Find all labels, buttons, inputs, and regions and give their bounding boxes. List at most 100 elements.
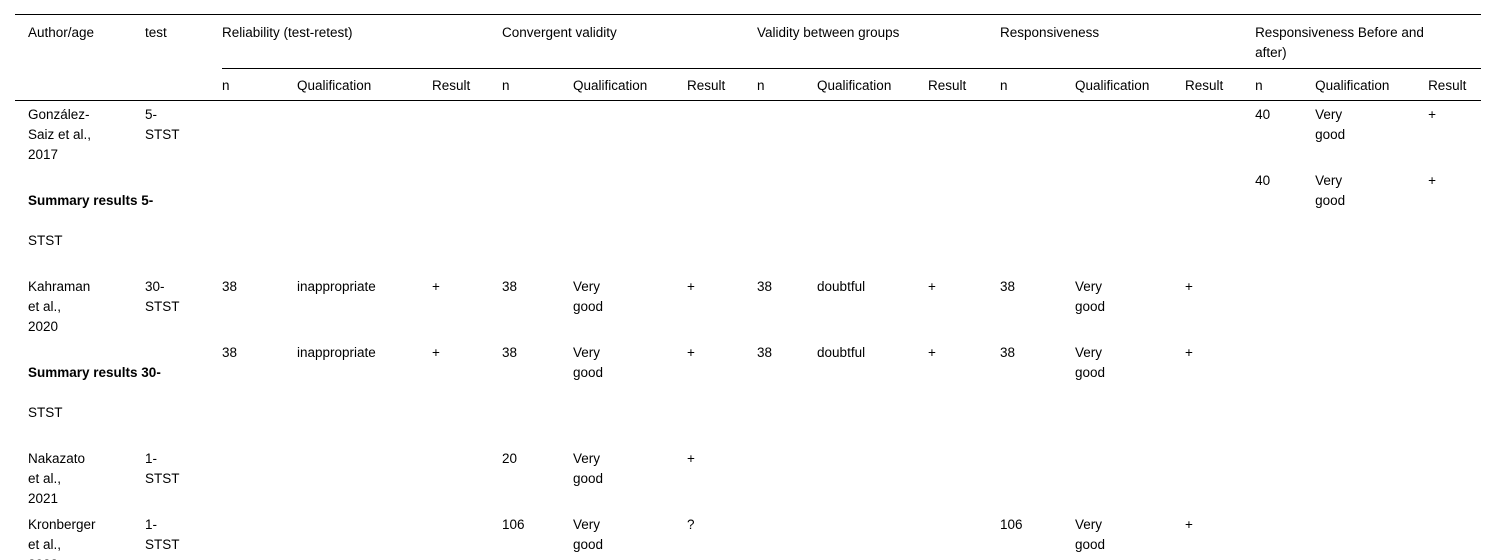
cell-convergent-qualification [573,167,687,273]
cell-before-after-result: + [1428,107,1436,122]
cell-between-groups-result [928,511,1000,560]
cell-reliability-result [432,445,502,511]
cell-convergent-n: 20 [502,451,518,466]
cell-test: 5- STST [145,107,180,142]
table-row-gonzalez-saiz: González- Saiz et al., 2017 5- STST 40 V… [15,101,1481,168]
cell-before-after-result [1428,339,1481,445]
cell-responsiveness-n: 106 [1000,517,1023,532]
cell-reliability-result [432,101,502,168]
cell-reliability-n [222,445,297,511]
cell-before-after-n [1255,339,1315,445]
cell-convergent-n: 38 [502,345,518,360]
cell-reliability-n [222,511,297,560]
subheader-between-groups-qualification: Qualification [817,68,929,101]
cell-author: Kahraman et al., 2020 [28,279,91,334]
subheader-row: n Qualification Result n Qualification R… [15,68,1482,101]
cell-before-after-qualification [1315,445,1428,511]
cell-convergent-result: + [687,345,695,360]
cell-convergent-n: 106 [502,517,525,532]
group-header-convergent-validity: Convergent validity [502,14,758,69]
cell-between-groups-qualification [817,167,928,273]
subheader-convergent-qualification: Qualification [573,68,687,101]
cell-between-groups-n [757,167,817,273]
cell-before-after-n: 40 [1255,107,1271,122]
cell-responsiveness-n: 38 [1000,345,1016,360]
cell-between-groups-n [757,511,817,560]
cell-convergent-result: ? [687,517,695,532]
cell-between-groups-n [757,445,817,511]
cell-before-after-qualification [1315,339,1428,445]
summary-label-rest: STST [28,405,63,420]
cell-reliability-qualification [297,101,432,168]
cell-responsiveness-qualification: Very good [1075,517,1106,552]
cell-convergent-result [687,167,757,273]
subheader-before-after-qualification: Qualification [1315,68,1429,101]
cell-reliability-result [432,167,502,273]
subheader-responsiveness-n: n [1000,68,1076,101]
cell-between-groups-result [928,445,1000,511]
cell-between-groups-result: + [928,345,936,360]
subheader-between-groups-result: Result [928,68,1001,101]
cell-before-after-qualification: Very good [1315,173,1346,208]
summary-label-bold: Summary results 30- [28,365,161,380]
cell-reliability-qualification [297,511,432,560]
cell-between-groups-n: 38 [757,345,773,360]
cell-summary-label: Summary results 30- STST [15,339,222,445]
cell-reliability-result [432,511,502,560]
cell-responsiveness-result [1185,445,1255,511]
cell-responsiveness-n: 38 [1000,279,1016,294]
cell-convergent-n [502,101,573,168]
table-row-kronberger: Kronberger et al., 2023 1- STST 106 Very… [15,511,1481,560]
cell-before-after-n [1255,273,1315,339]
cell-convergent-n: 38 [502,279,518,294]
cell-responsiveness-qualification [1075,101,1185,168]
cell-author: Kronberger et al., 2023 [28,517,96,560]
cell-convergent-result: + [687,279,695,294]
cell-between-groups-qualification [817,101,928,168]
subheader-between-groups-n: n [757,68,818,101]
subheader-before-after-n: n [1255,68,1316,101]
cell-convergent-n [502,167,573,273]
cell-responsiveness-qualification [1075,167,1185,273]
subheader-convergent-n: n [502,68,573,101]
cell-test: 30- STST [145,279,180,314]
cell-reliability-n: 38 [222,279,238,294]
cell-before-after-qualification [1315,511,1428,560]
group-header-responsiveness: Responsiveness [1000,14,1256,69]
table-row-nakazato: Nakazato et al., 2021 1- STST 20 Very go… [15,445,1481,511]
cell-reliability-result: + [432,345,440,360]
cell-author: Nakazato et al., 2021 [28,451,86,506]
cell-convergent-qualification: Very good [573,517,604,552]
cell-reliability-qualification [297,167,432,273]
subheader-reliability-n: n [222,68,297,101]
subheader-reliability-qualification: Qualification [297,68,432,101]
subheader-reliability-result: Result [432,68,502,101]
cell-between-groups-result [928,167,1000,273]
cell-convergent-result: + [687,451,695,466]
subheader-convergent-result: Result [687,68,758,101]
cell-convergent-qualification: Very good [573,451,604,486]
cell-test: 1- STST [145,517,180,552]
cell-responsiveness-result: + [1185,345,1193,360]
cell-before-after-qualification: Very good [1315,107,1346,142]
cell-responsiveness-result: + [1185,279,1193,294]
group-header-validity-between-groups: Validity between groups [757,14,1001,69]
cell-between-groups-n [757,101,817,168]
cell-before-after-n: 40 [1255,173,1271,188]
cell-convergent-qualification: Very good [573,345,604,380]
cell-summary-label: Summary results 5- STST [15,167,222,273]
summary-label-bold: Summary results 5- [28,193,154,208]
cell-between-groups-qualification [817,511,928,560]
group-header-row: Author/age test Reliability (test-retest… [15,14,1482,101]
summary-row-5-stst: Summary results 5- STST 40 Very good + [15,167,1481,273]
cell-author: González- Saiz et al., 2017 [28,107,92,162]
cell-responsiveness-n [1000,101,1075,168]
cell-reliability-qualification: inappropriate [297,345,376,360]
col-header-test: test [145,14,222,101]
cell-responsiveness-result [1185,101,1255,168]
cell-between-groups-n: 38 [757,279,773,294]
cell-before-after-result: + [1428,173,1436,188]
cell-between-groups-result [928,101,1000,168]
cell-between-groups-qualification: doubtful [817,279,866,294]
cell-responsiveness-n [1000,167,1075,273]
